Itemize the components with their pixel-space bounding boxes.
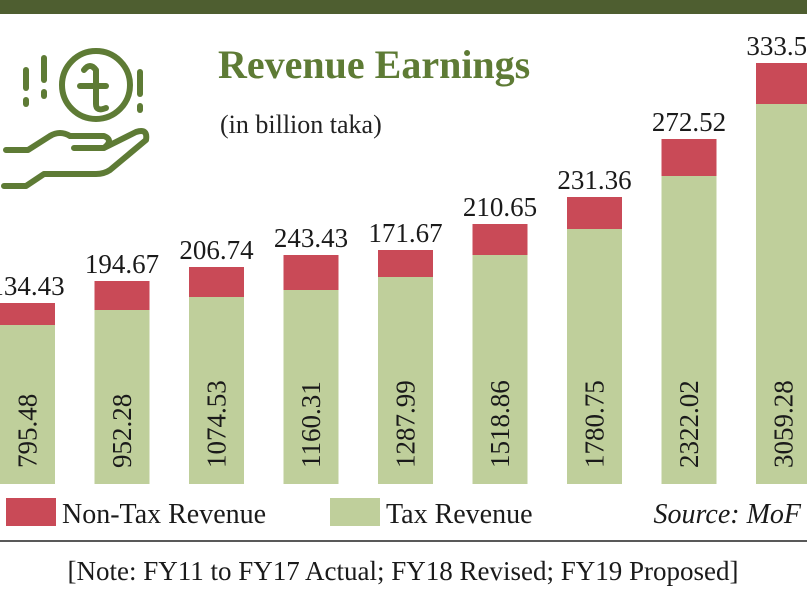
nontax-value-label: 210.65	[463, 192, 537, 222]
bar-nontax-revenue	[0, 303, 55, 325]
legend-swatch-nontax	[6, 498, 56, 526]
legend-label-tax: Tax Revenue	[386, 499, 533, 530]
bar-tax-revenue	[378, 277, 433, 484]
nontax-value-label: 231.36	[557, 165, 631, 195]
bar-nontax-revenue	[189, 267, 244, 297]
bar-tax-revenue	[0, 325, 55, 484]
tax-value-label: 1518.86	[485, 380, 515, 468]
tax-value-label: 1074.53	[202, 380, 232, 468]
nontax-value-label: 206.74	[179, 235, 254, 265]
bar-nontax-revenue	[94, 281, 150, 310]
chart-title: Revenue Earnings	[218, 42, 530, 87]
bar-tax-revenue	[94, 310, 150, 484]
tax-value-label: 2322.02	[674, 380, 704, 468]
bar-tax-revenue	[567, 229, 622, 484]
bar-nontax-revenue	[283, 255, 339, 290]
legend-label-nontax: Non-Tax Revenue	[62, 499, 266, 530]
bar-tax-revenue	[283, 290, 339, 484]
legend-swatch-tax	[330, 498, 380, 526]
top-bar	[0, 0, 807, 14]
bar-nontax-revenue	[378, 250, 433, 277]
bar-tax-revenue	[472, 255, 528, 484]
taka-coin-hand-icon	[1, 48, 150, 189]
nontax-value-label: 134.43	[0, 271, 65, 301]
bar-tax-revenue	[756, 104, 807, 484]
bars-group: 134.43 795.48 194.67 952.28 206.74 1074.53 243…	[0, 31, 807, 484]
tax-value-label: 3059.28	[769, 380, 799, 468]
tax-value-label: 1160.31	[296, 381, 326, 468]
bar-nontax-revenue	[756, 63, 807, 104]
note-text: [Note: FY11 to FY17 Actual; FY18 Revised…	[68, 556, 739, 586]
bar-nontax-revenue	[567, 197, 622, 229]
nontax-value-label: 272.52	[652, 107, 726, 137]
tax-value-label: 795.48	[13, 394, 43, 468]
tax-value-label: 952.28	[107, 394, 137, 468]
nontax-value-label: 243.43	[274, 223, 348, 253]
tax-value-label: 1780.75	[580, 380, 610, 468]
legend: Non-Tax Revenue Tax Revenue	[6, 498, 533, 530]
nontax-value-label: 333.52	[746, 31, 807, 61]
tax-value-label: 1287.99	[391, 380, 421, 468]
nontax-value-label: 171.67	[368, 218, 442, 248]
source-label: Source: MoF	[654, 499, 802, 530]
bar-tax-revenue	[189, 297, 244, 484]
chart-subtitle: (in billion taka)	[220, 110, 382, 139]
nontax-value-label: 194.67	[85, 249, 159, 279]
bar-tax-revenue	[661, 176, 717, 484]
bar-nontax-revenue	[472, 224, 528, 255]
bar-nontax-revenue	[661, 139, 717, 176]
